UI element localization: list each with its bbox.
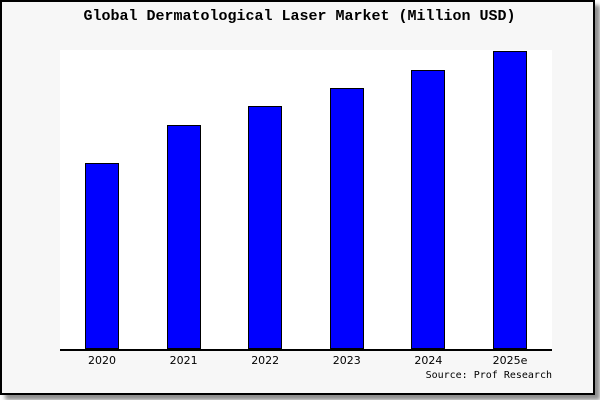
bar-2022 (248, 106, 283, 349)
plot-area (60, 50, 552, 351)
x-tick-label-2021: 2021 (169, 354, 198, 367)
x-tick-label-2020: 2020 (88, 354, 116, 367)
chart-title: Global Dermatological Laser Market (Mill… (83, 8, 516, 25)
x-tick-label-2025e: 2025e (492, 354, 528, 367)
bar-2021 (166, 125, 201, 349)
x-tick-label-2023: 2023 (332, 354, 361, 367)
bar-2020 (85, 162, 119, 349)
chart-frame: Global Dermatological Laser Market (Mill… (0, 0, 595, 395)
bar-2025e (493, 51, 527, 349)
source-note: Source: Prof Research (425, 370, 552, 381)
bar-2024 (411, 69, 446, 349)
x-tick-label-2024: 2024 (414, 354, 443, 367)
x-tick-label-2022: 2022 (251, 354, 280, 367)
bar-2023 (329, 87, 364, 349)
